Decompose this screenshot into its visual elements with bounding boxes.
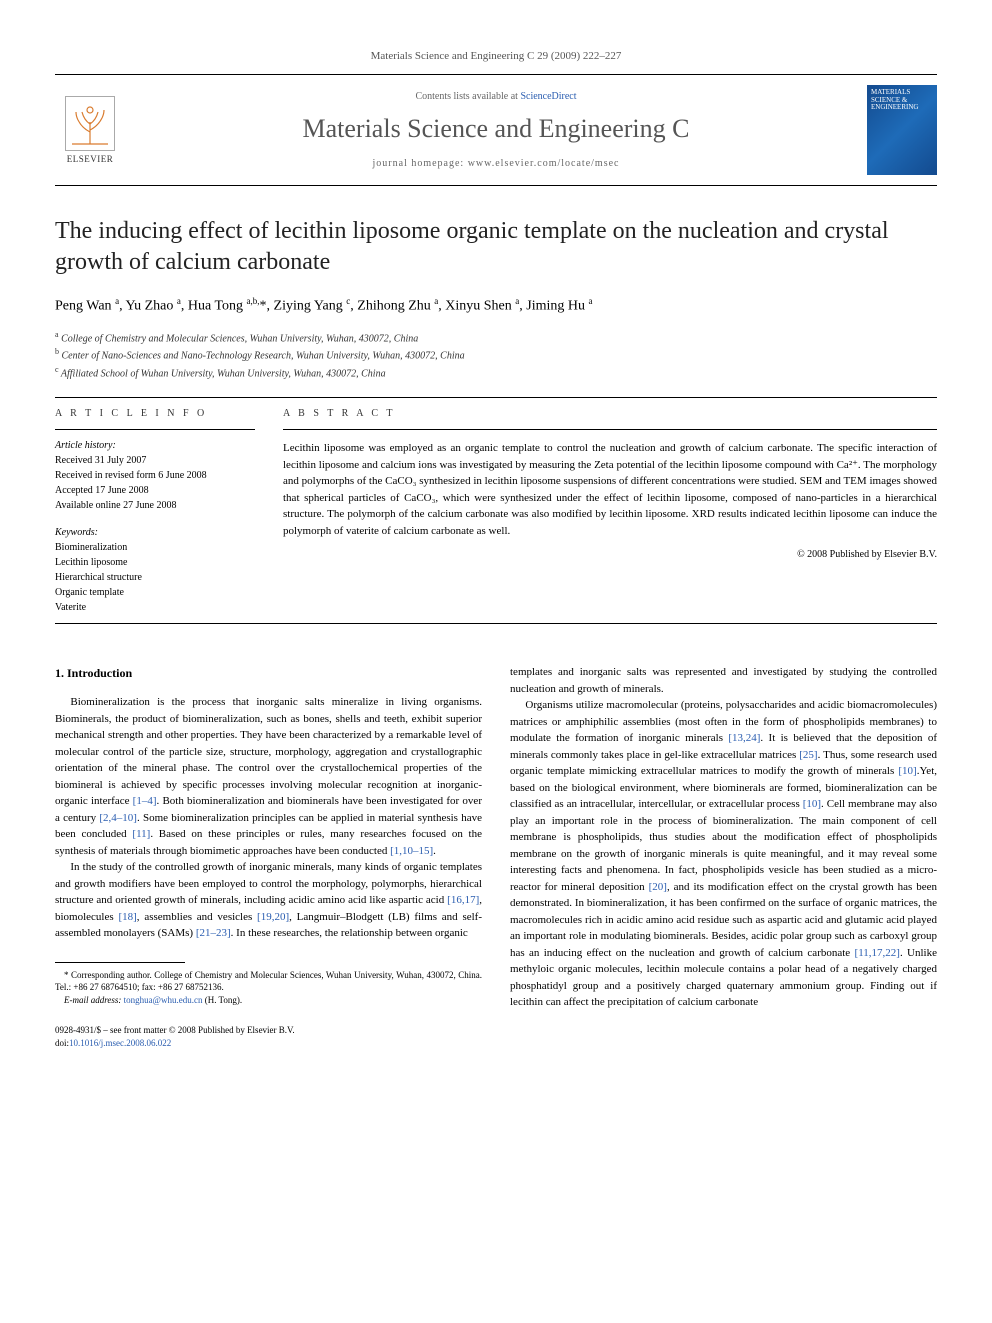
abstract-col: A B S T R A C T Lecithin liposome was em…	[283, 408, 937, 615]
elsevier-logo: ELSEVIER	[55, 90, 125, 170]
issn-line: 0928-4931/$ – see front matter © 2008 Pu…	[55, 1024, 482, 1037]
authors-line: Peng Wan a, Yu Zhao a, Hua Tong a,b,*, Z…	[55, 296, 937, 315]
journal-cover-thumb: MATERIALS SCIENCE & ENGINEERING	[867, 85, 937, 175]
journal-header-box: ELSEVIER Contents lists available at Sci…	[55, 74, 937, 186]
citation-link[interactable]: [10]	[898, 765, 916, 777]
citation-link[interactable]: [21–23]	[196, 927, 231, 939]
info-abstract-row: A R T I C L E I N F O Article history: R…	[55, 408, 937, 615]
running-head: Materials Science and Engineering C 29 (…	[55, 50, 937, 62]
doi-line: doi:10.1016/j.msec.2008.06.022	[55, 1037, 482, 1050]
email-suffix: (H. Tong).	[205, 995, 242, 1005]
history-line: Accepted 17 June 2008	[55, 483, 255, 498]
footer-block: 0928-4931/$ – see front matter © 2008 Pu…	[55, 1024, 482, 1049]
keyword-line: Hierarchical structure	[55, 570, 255, 585]
body-col-left: 1. Introduction Biomineralization is the…	[55, 664, 482, 1049]
email-link[interactable]: tonghua@whu.edu.cn	[124, 995, 203, 1005]
doi-label: doi:	[55, 1038, 69, 1048]
citation-link[interactable]: [10]	[803, 798, 821, 810]
history-line: Available online 27 June 2008	[55, 498, 255, 513]
history-line: Received 31 July 2007	[55, 453, 255, 468]
divider	[55, 397, 937, 398]
sciencedirect-link[interactable]: ScienceDirect	[520, 91, 576, 102]
history-head: Article history:	[55, 440, 255, 451]
citation-link[interactable]: [1,10–15]	[390, 845, 433, 857]
email-footnote: E-mail address: tonghua@whu.edu.cn (H. T…	[55, 994, 482, 1007]
citation-link[interactable]: [1–4]	[133, 795, 157, 807]
keyword-line: Biomineralization	[55, 540, 255, 555]
citation-link[interactable]: [18]	[118, 911, 136, 923]
body-columns: 1. Introduction Biomineralization is the…	[55, 664, 937, 1049]
citation-link[interactable]: [2,4–10]	[99, 812, 137, 824]
article-title: The inducing effect of lecithin liposome…	[55, 216, 937, 278]
article-info-head: A R T I C L E I N F O	[55, 408, 255, 419]
corresponding-footnote: * Corresponding author. College of Chemi…	[55, 969, 482, 994]
body-paragraph: Biomineralization is the process that in…	[55, 694, 482, 859]
contents-line: Contents lists available at ScienceDirec…	[125, 91, 867, 102]
keyword-line: Lecithin liposome	[55, 555, 255, 570]
divider	[55, 429, 255, 430]
intro-head: 1. Introduction	[55, 664, 482, 682]
citation-link[interactable]: [19,20]	[257, 911, 289, 923]
citation-link[interactable]: [11]	[132, 828, 150, 840]
body-col-right: templates and inorganic salts was repres…	[510, 664, 937, 1049]
citation-link[interactable]: [20]	[649, 881, 667, 893]
affiliation-line: b Center of Nano-Sciences and Nano-Techn…	[55, 346, 937, 363]
journal-homepage: journal homepage: www.elsevier.com/locat…	[125, 158, 867, 169]
body-paragraph: templates and inorganic salts was repres…	[510, 664, 937, 697]
article-info-col: A R T I C L E I N F O Article history: R…	[55, 408, 255, 615]
history-line: Received in revised form 6 June 2008	[55, 468, 255, 483]
footnote-divider	[55, 962, 185, 963]
abstract-text: Lecithin liposome was employed as an org…	[283, 440, 937, 539]
elsevier-name: ELSEVIER	[67, 154, 114, 164]
affiliations: a College of Chemistry and Molecular Sci…	[55, 329, 937, 381]
citation-link[interactable]: [25]	[799, 749, 817, 761]
doi-link[interactable]: 10.1016/j.msec.2008.06.022	[69, 1038, 171, 1048]
abstract-copyright: © 2008 Published by Elsevier B.V.	[283, 549, 937, 560]
divider	[55, 623, 937, 624]
body-paragraph: Organisms utilize macromolecular (protei…	[510, 697, 937, 1011]
citation-link[interactable]: [11,17,22]	[855, 947, 900, 959]
keywords-head: Keywords:	[55, 527, 255, 538]
body-paragraph: In the study of the controlled growth of…	[55, 859, 482, 942]
contents-text: Contents lists available at	[415, 91, 520, 102]
citation-link[interactable]: [16,17]	[447, 894, 479, 906]
divider	[283, 429, 937, 430]
keyword-line: Organic template	[55, 585, 255, 600]
affiliation-line: a College of Chemistry and Molecular Sci…	[55, 329, 937, 346]
abstract-head: A B S T R A C T	[283, 408, 937, 419]
email-label: E-mail address:	[64, 995, 121, 1005]
affiliation-line: c Affiliated School of Wuhan University,…	[55, 364, 937, 381]
keyword-line: Vaterite	[55, 600, 255, 615]
citation-link[interactable]: [13,24]	[728, 732, 760, 744]
elsevier-tree-icon	[65, 96, 115, 151]
cover-title: MATERIALS SCIENCE & ENGINEERING	[871, 89, 933, 112]
journal-center: Contents lists available at ScienceDirec…	[125, 91, 867, 169]
journal-title: Materials Science and Engineering C	[125, 114, 867, 144]
